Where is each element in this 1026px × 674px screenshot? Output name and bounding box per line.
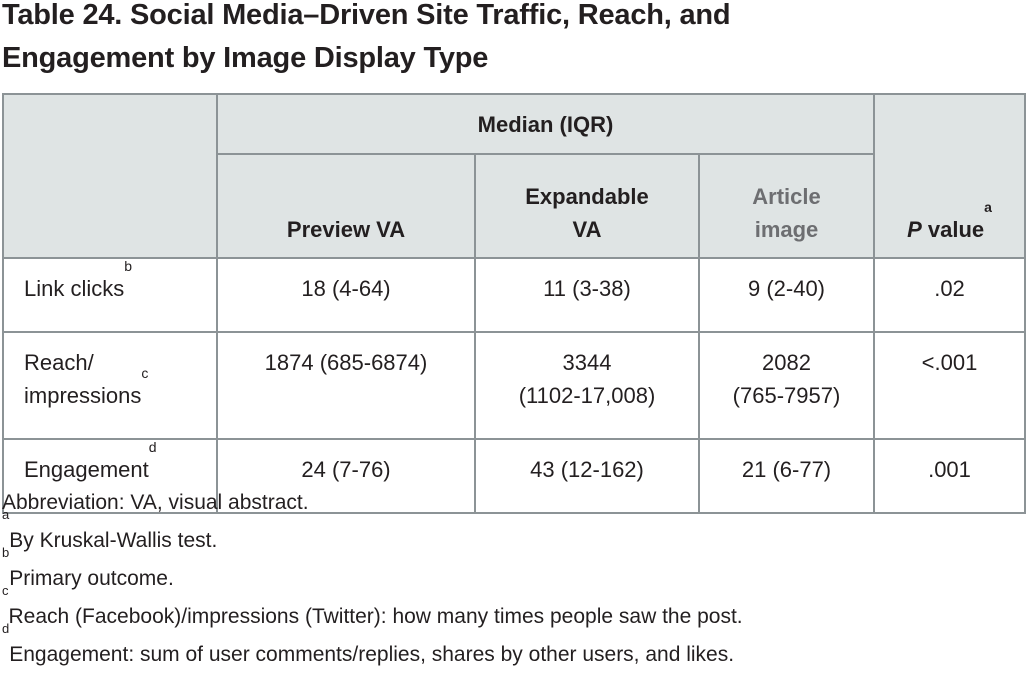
footnote-abbreviation: Abbreviation: VA, visual abstract. (2, 484, 1012, 522)
footnote-sup: c (2, 583, 9, 598)
footnote-c: c Reach (Facebook)/impressions (Twitter):… (2, 584, 1012, 636)
data-table: Median (IQR) P value a Preview VA Expanda… (2, 93, 1026, 514)
header-p-value: P value a (873, 93, 1026, 259)
table-title: Table 24. Social Media–Driven Site Traff… (2, 0, 1012, 80)
table-header: Median (IQR) P value a Preview VA Expanda… (2, 93, 1026, 259)
footnote-a: a By Kruskal-Wallis test. (2, 508, 1012, 560)
header-p-sup: a (984, 199, 992, 215)
table-title-line-1: Table 24. Social Media–Driven Site Traff… (2, 0, 731, 31)
row-label-line-2: impressions (24, 383, 142, 408)
row-label-text: Engagement (24, 457, 149, 482)
header-p-label: value (921, 217, 985, 242)
cell-article-line-1: 2082 (762, 350, 811, 375)
row-label-reach-impressions: Reach/ impressions c (2, 331, 218, 440)
footnotes: Abbreviation: VA, visual abstract. a By K… (2, 484, 1012, 674)
cell-preview: 18 (4-64) (216, 257, 476, 333)
header-p-italic: P (907, 217, 922, 242)
header-row-group: Median (IQR) P value a (2, 93, 1026, 259)
footnote-b: b Primary outcome. (2, 546, 1012, 598)
cell-article: 9 (2-40) (698, 257, 875, 333)
header-expandable-line-1: Expandable (525, 184, 649, 209)
cell-p-value: .02 (873, 257, 1026, 333)
row-label-text: Link clicks (24, 276, 125, 301)
footnote-sup: d (2, 621, 10, 636)
cell-article: 2082 (765-7957) (698, 331, 875, 440)
cell-preview: 1874 (685-6874) (216, 331, 476, 440)
table-body: Link clicks b 18 (4-64) 11 (3-38) 9 (2-40… (2, 257, 1026, 514)
table-row: Reach/ impressions c 1874 (685-6874) 3344… (2, 331, 1026, 440)
row-label-engagement: Engagement d (2, 438, 218, 514)
row-label-line-2-wrap: impressions c (24, 366, 216, 412)
header-expandable-va: Expandable VA (474, 153, 700, 259)
cell-expandable-line-1: 3344 (562, 350, 612, 375)
footnote-text: By Kruskal-Wallis test. (9, 529, 218, 552)
footnote-text: Reach (Facebook)/impressions (Twitter): … (8, 605, 743, 628)
cell-preview: 24 (7-76) (216, 438, 476, 514)
header-row-columns: Preview VA Expandable VA Article image (3, 153, 1025, 259)
header-article-line-1: Article (752, 184, 821, 209)
row-label-line-1: Reach/ (24, 350, 94, 375)
header-preview-va: Preview VA (216, 153, 476, 259)
table-title-line-2: Engagement by Image Display Type (2, 42, 489, 74)
footnote-text: Primary outcome. (9, 567, 174, 590)
cell-expandable: 11 (3-38) (474, 257, 700, 333)
row-label-sup: c (141, 365, 149, 381)
cell-expandable: 3344 (1102-17,008) (474, 331, 700, 440)
header-article-line-2: image (754, 217, 819, 242)
header-expandable-line-2: VA (572, 217, 602, 242)
footnote-sup: b (2, 545, 10, 560)
cell-p-value: <.001 (873, 331, 1026, 440)
cell-article-line-2: (765-7957) (732, 383, 841, 408)
footnote-text: Abbreviation: VA, visual abstract. (2, 491, 309, 514)
header-article-image: Article image (698, 153, 875, 259)
row-label-link-clicks: Link clicks b (2, 257, 218, 333)
header-empty-cell (2, 93, 218, 259)
cell-expandable: 43 (12-162) (474, 438, 700, 514)
footnote-text: Engagement: sum of user comments/replies… (9, 643, 735, 666)
row-label-sup: b (124, 258, 133, 274)
cell-expandable-line-2: (1102-17,008) (518, 383, 656, 408)
table-row: Engagement d 24 (7-76) 43 (12-162) 21 (6-… (2, 438, 1026, 514)
footnote-d: d Engagement: sum of user comments/replie… (2, 622, 1012, 674)
footnote-sup: a (2, 507, 10, 522)
table-row: Link clicks b 18 (4-64) 11 (3-38) 9 (2-40… (2, 257, 1026, 333)
cell-article: 21 (6-77) (698, 438, 875, 514)
cell-p-value: .001 (873, 438, 1026, 514)
header-median-iqr: Median (IQR) (216, 93, 875, 155)
row-label-sup: d (148, 439, 157, 455)
